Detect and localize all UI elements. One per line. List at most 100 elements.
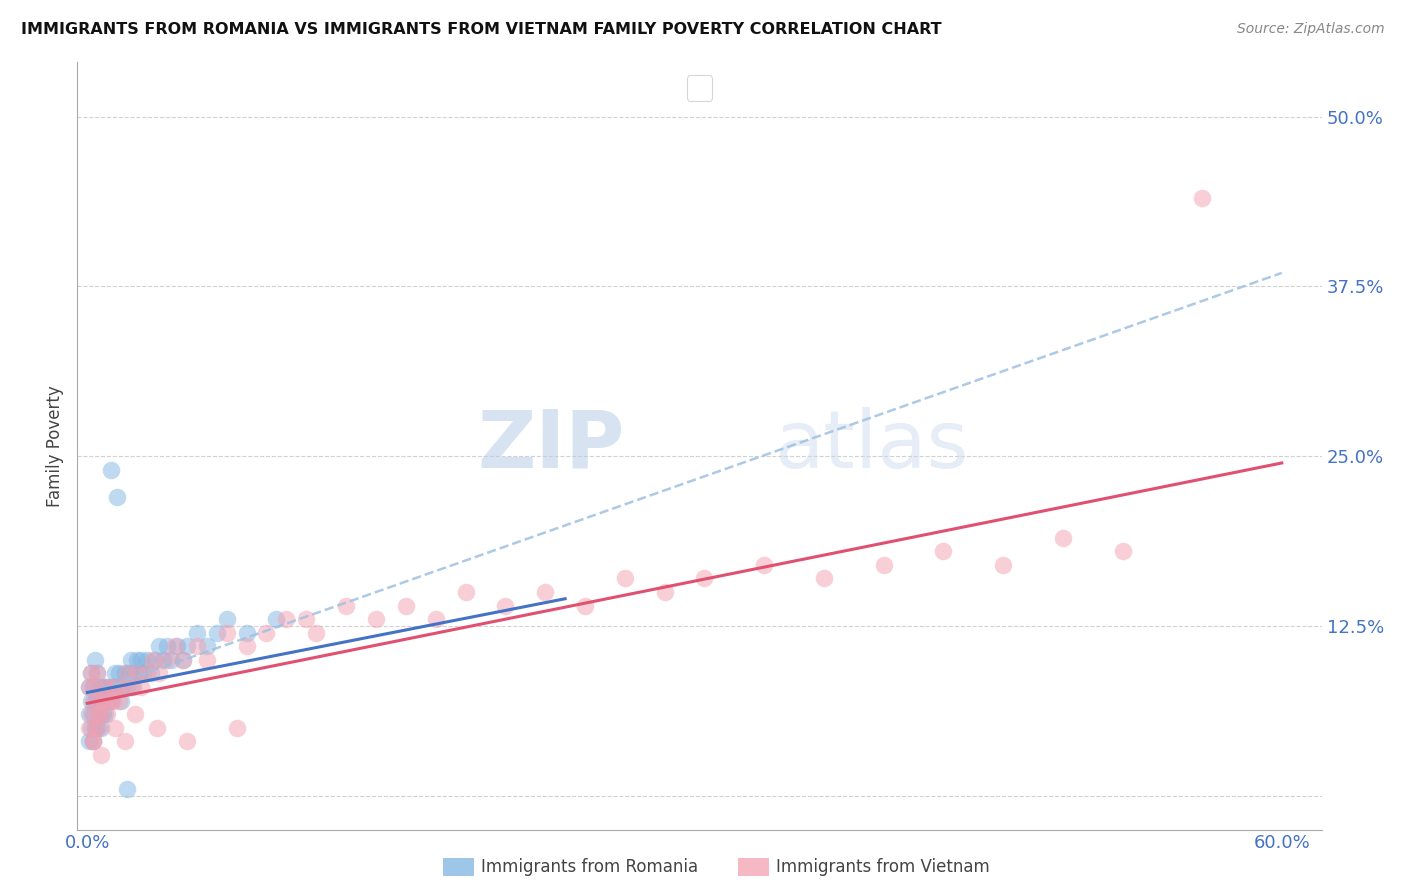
Point — [136, 666, 159, 681]
Text: Immigrants from Romania: Immigrants from Romania — [481, 858, 697, 876]
Point — [90, 693, 112, 707]
Point — [364, 612, 387, 626]
Point — [1111, 544, 1133, 558]
Point — [84, 721, 107, 735]
Point — [104, 666, 127, 681]
Point — [163, 640, 186, 654]
Point — [574, 599, 596, 613]
Point — [115, 781, 138, 796]
Point — [235, 640, 257, 654]
Point — [148, 666, 170, 681]
Point — [100, 680, 122, 694]
Legend:  — [688, 75, 711, 101]
Point — [395, 599, 418, 613]
Point — [142, 653, 165, 667]
Point — [991, 558, 1014, 572]
Point — [104, 721, 127, 735]
Point — [124, 707, 146, 722]
Point — [176, 640, 198, 654]
Point — [82, 734, 104, 748]
Point — [613, 571, 636, 585]
Point — [305, 625, 328, 640]
Point — [454, 585, 477, 599]
Point — [77, 680, 100, 694]
Y-axis label: Family Poverty: Family Poverty — [46, 385, 65, 507]
Point — [91, 693, 114, 707]
Point — [143, 653, 166, 667]
Point — [82, 734, 104, 748]
Point — [139, 666, 162, 681]
Point — [148, 640, 170, 654]
Point — [84, 653, 107, 667]
Point — [77, 707, 100, 722]
Point — [256, 625, 278, 640]
Point — [101, 680, 124, 694]
Point — [215, 612, 238, 626]
Point — [105, 490, 128, 504]
Point — [112, 680, 135, 694]
Point — [152, 653, 174, 667]
Point — [80, 693, 103, 707]
Point — [172, 653, 194, 667]
Point — [90, 707, 112, 722]
Point — [101, 693, 124, 707]
Point — [86, 666, 108, 681]
Point — [86, 707, 108, 722]
Point — [100, 693, 122, 707]
Point — [82, 734, 104, 748]
Point — [105, 680, 128, 694]
Point — [86, 693, 108, 707]
Point — [82, 680, 104, 694]
Point — [120, 680, 142, 694]
Point — [108, 693, 131, 707]
Point — [89, 721, 111, 735]
Point — [120, 653, 142, 667]
Point — [98, 680, 121, 694]
Point — [94, 680, 117, 694]
Text: IMMIGRANTS FROM ROMANIA VS IMMIGRANTS FROM VIETNAM FAMILY POVERTY CORRELATION CH: IMMIGRANTS FROM ROMANIA VS IMMIGRANTS FR… — [21, 22, 942, 37]
Point — [91, 680, 114, 694]
Point — [124, 666, 146, 681]
Point — [86, 666, 108, 681]
Point — [80, 666, 103, 681]
Point — [225, 721, 247, 735]
Point — [156, 640, 179, 654]
Point — [186, 640, 208, 654]
Text: atlas: atlas — [775, 407, 969, 485]
Point — [77, 734, 100, 748]
Point — [146, 721, 169, 735]
Point — [129, 653, 152, 667]
Point — [693, 571, 716, 585]
Point — [82, 693, 104, 707]
Point — [125, 653, 148, 667]
Point — [77, 721, 100, 735]
Point — [136, 653, 159, 667]
Point — [105, 680, 128, 694]
Point — [115, 666, 138, 681]
Point — [425, 612, 447, 626]
Point — [89, 707, 111, 722]
Point — [122, 680, 145, 694]
Point — [172, 653, 194, 667]
Point — [96, 707, 118, 722]
Point — [89, 680, 111, 694]
Point — [108, 666, 131, 681]
Point — [100, 463, 122, 477]
Point — [494, 599, 516, 613]
Point — [534, 585, 557, 599]
Point — [90, 747, 112, 762]
Point — [276, 612, 298, 626]
Point — [295, 612, 318, 626]
Point — [112, 680, 135, 694]
Text: Immigrants from Vietnam: Immigrants from Vietnam — [776, 858, 990, 876]
Point — [235, 625, 257, 640]
Point — [654, 585, 676, 599]
Point — [160, 653, 183, 667]
Point — [932, 544, 955, 558]
Point — [205, 625, 228, 640]
Point — [115, 680, 138, 694]
Point — [91, 707, 114, 722]
Point — [166, 640, 188, 654]
Text: ZIP: ZIP — [478, 407, 624, 485]
Point — [84, 693, 107, 707]
